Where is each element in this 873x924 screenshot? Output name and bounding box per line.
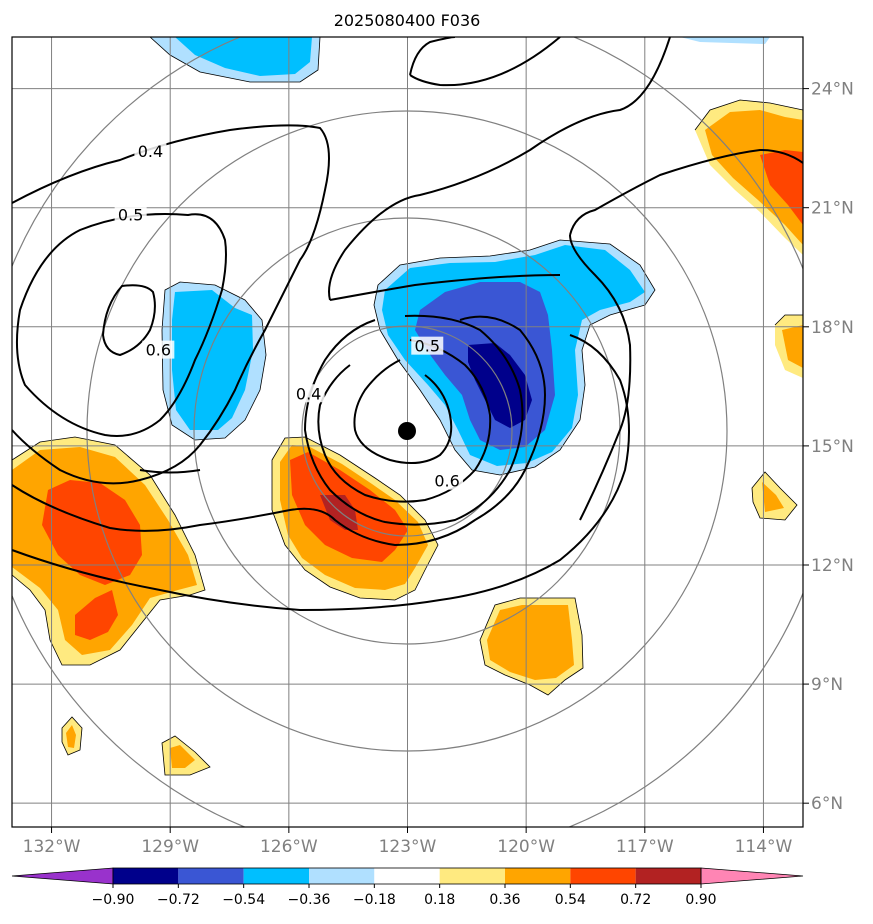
lon-tick-label: 132°W (23, 837, 81, 857)
contour-label-bg (411, 336, 444, 355)
contour-label-bg (142, 340, 175, 359)
thick-contours (12, 37, 803, 612)
zero-line (774, 314, 803, 326)
colorbar (11, 867, 804, 885)
colorbar-segment (439, 868, 505, 884)
colorbar-segment (505, 868, 571, 884)
colorbar-frame (112, 867, 702, 885)
lat-tick-label: 6°N (811, 794, 843, 814)
colorbar-tick-label: −0.72 (157, 892, 200, 908)
lat-tick-label: 24°N (811, 80, 854, 100)
contour-line (101, 284, 156, 357)
colorbar-tick-label: −0.36 (288, 892, 331, 908)
colorbar-tick-label: −0.90 (92, 892, 135, 908)
colorbar-tick-label: 0.36 (489, 892, 520, 908)
lon-tick-label: 123°W (379, 837, 437, 857)
contour-line (353, 359, 453, 465)
contour-label: 0.5 (415, 337, 440, 356)
colorbar-tick-label: 0.72 (620, 892, 651, 908)
zero-line (61, 716, 83, 756)
lat-tick-label: 21°N (811, 199, 854, 219)
colorbar-tick-label: −0.54 (222, 892, 265, 908)
contour-line (329, 274, 561, 301)
latitude-labels: 24°N 21°N 18°N 15°N 12°N 9°N 6°N (803, 80, 854, 814)
positive-anomaly-region (487, 605, 574, 680)
lat-tick-label: 9°N (811, 675, 843, 695)
lon-tick-label: 117°W (616, 837, 674, 857)
contour-label-bg (134, 142, 167, 161)
lon-tick-label: 126°W (260, 837, 318, 857)
positive-anomaly-region (170, 745, 195, 768)
distance-ring (86, 110, 728, 752)
contour-line (409, 37, 561, 87)
colorbar-segment (570, 868, 636, 884)
lat-tick-label: 12°N (811, 556, 854, 576)
zero-line (373, 239, 656, 476)
contour-line (328, 37, 671, 301)
negative-anomaly-region (680, 37, 770, 44)
contour-line (569, 234, 632, 521)
contour-labels: 0.4 0.5 0.6 0.5 0.4 0.6 (114, 142, 464, 491)
contour-label: 0.4 (296, 384, 321, 403)
zero-line (694, 99, 803, 131)
positive-anomaly-region (762, 482, 784, 512)
lon-tick-label: 114°W (735, 837, 793, 857)
lat-tick-label: 18°N (811, 318, 854, 338)
zero-line (12, 436, 206, 666)
colorbar-segment (243, 868, 309, 884)
contour-line (16, 213, 227, 437)
contour-line (12, 124, 330, 485)
contour-line (317, 339, 492, 503)
distance-ring (301, 325, 513, 537)
negative-anomaly-region (468, 343, 532, 428)
lat-tick-label: 15°N (811, 437, 854, 457)
contour-label: 0.4 (138, 142, 163, 161)
zero-line (479, 597, 584, 696)
outline-contours (12, 37, 803, 776)
longitude-labels: 132°W 129°W 126°W 123°W 120°W 117°W 114°W (23, 827, 793, 857)
lon-tick-label: 120°W (497, 837, 555, 857)
contour-line (569, 148, 803, 236)
contour-line (139, 469, 201, 474)
positive-anomaly-region (705, 110, 803, 245)
colorbar-extend-high (700, 867, 804, 885)
positive-anomaly-region (782, 325, 803, 368)
chart-title: 2025080400 F036 (334, 11, 481, 30)
positive-anomaly-region (760, 150, 803, 225)
contour-label-bg (292, 384, 325, 403)
lon-tick-label: 129°W (141, 837, 199, 857)
contour-label: 0.6 (146, 341, 171, 360)
colorbar-extend-low (11, 867, 114, 885)
zero-line (161, 735, 211, 776)
contour-line (12, 315, 547, 547)
positive-anomaly-region (75, 590, 118, 640)
map-area: 0.4 0.5 0.6 0.5 0.4 0.6 (12, 37, 803, 827)
colorbar-tick-label: 0.90 (685, 892, 716, 908)
zero-line (161, 281, 267, 441)
storm-center-marker (398, 422, 416, 440)
colorbar-segment (635, 868, 701, 884)
contour-line (12, 334, 630, 612)
positive-anomaly-region (66, 725, 76, 748)
colorbar-tick-labels: −0.90 −0.72 −0.54 −0.36 −0.18 0.18 0.36 0.54 0.7… (92, 884, 717, 908)
colorbar-segment (374, 868, 440, 884)
contour-label: 0.5 (118, 206, 143, 225)
negative-anomaly-region (175, 37, 312, 76)
contour-label-bg (114, 205, 147, 224)
zero-line (751, 471, 798, 521)
colorbar-segment (309, 868, 375, 884)
zero-line (271, 436, 439, 601)
contour-label: 0.6 (434, 472, 459, 491)
colorbar-segment (178, 868, 244, 884)
colorbar-tick-label: −0.18 (353, 892, 396, 908)
colorbar-segment (113, 868, 179, 884)
colorbar-tick-label: 0.54 (555, 892, 586, 908)
positive-anomaly-region (320, 495, 358, 530)
colorbar-tick-label: 0.18 (424, 892, 455, 908)
positive-anomaly-region (42, 480, 142, 585)
contour-label-bg (431, 471, 464, 490)
